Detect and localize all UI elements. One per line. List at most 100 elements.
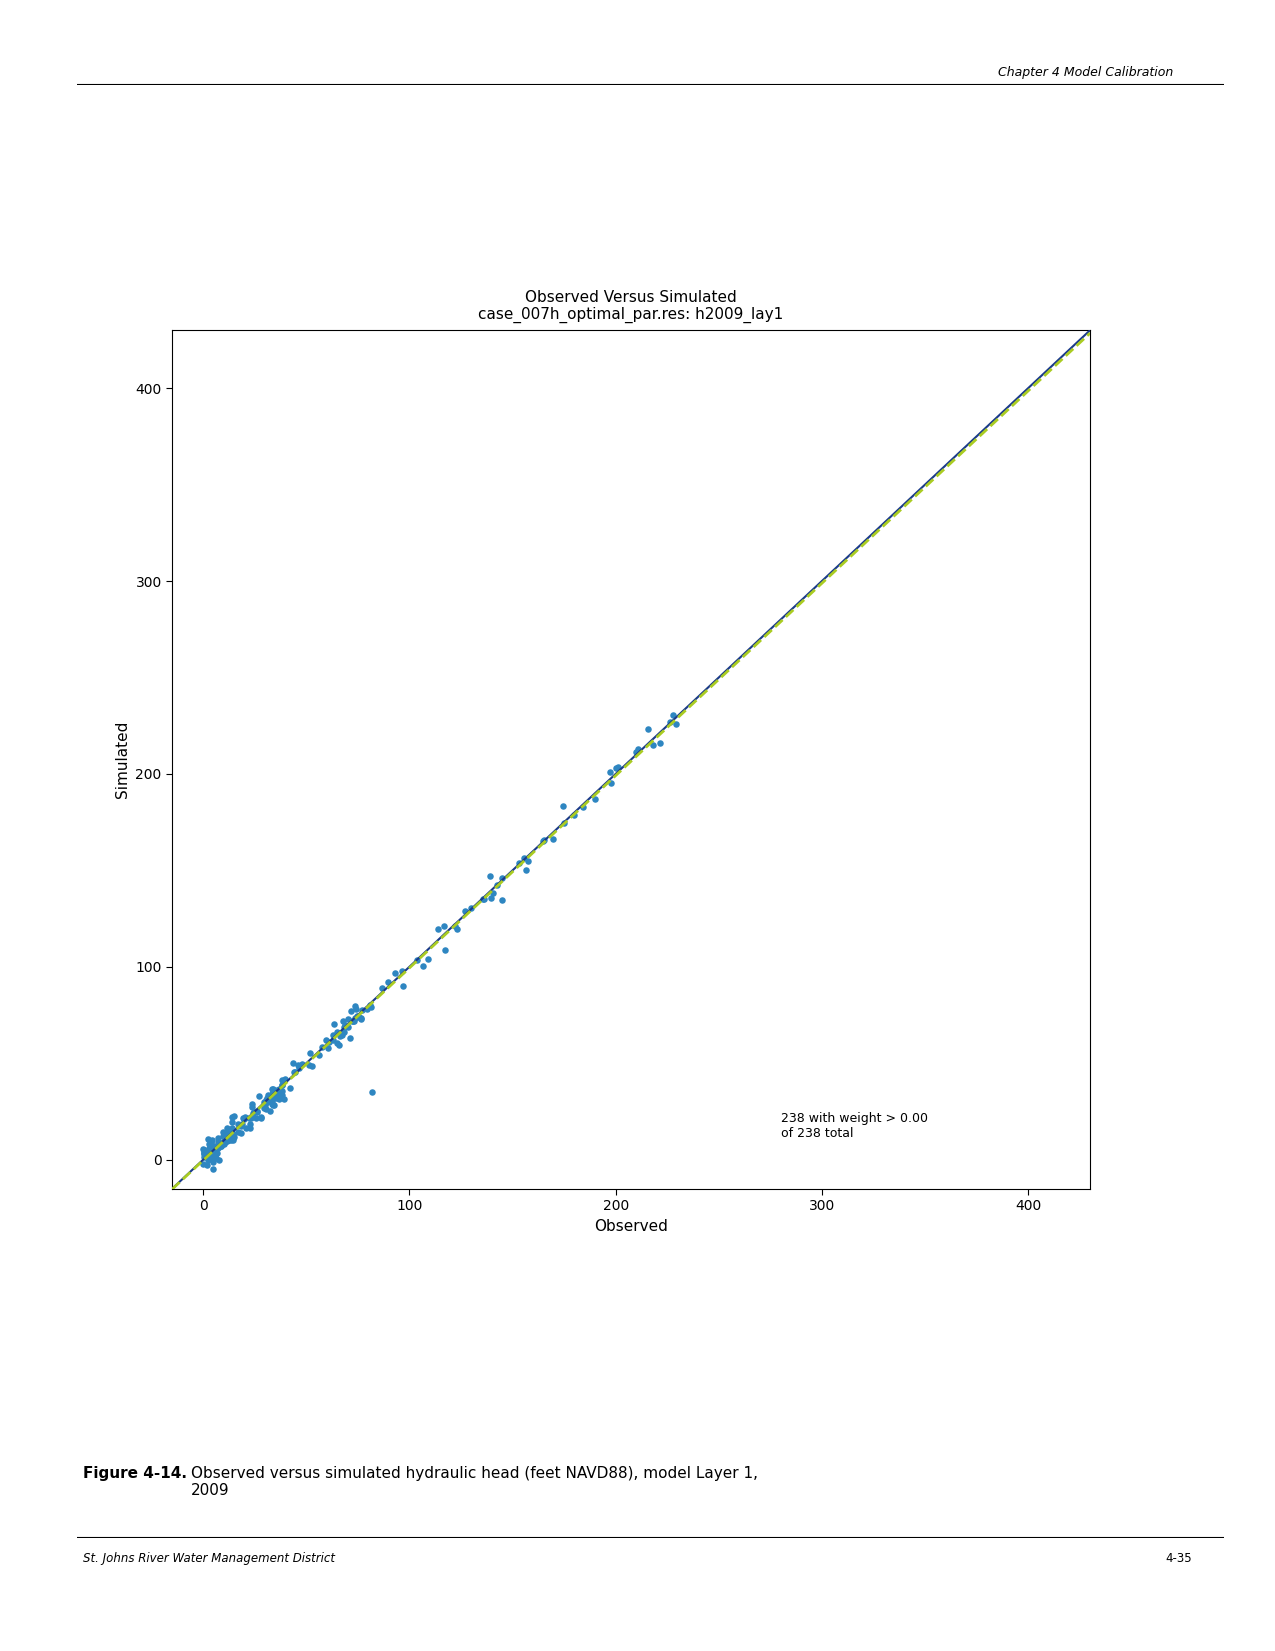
Point	[261, 1080, 282, 1106]
Point	[261, 1088, 282, 1114]
Point	[205, 1144, 226, 1171]
Point	[232, 1111, 252, 1138]
Point	[196, 1142, 217, 1169]
Point	[264, 1080, 284, 1106]
Point	[215, 1119, 236, 1146]
Point	[199, 1138, 219, 1164]
Point	[223, 1103, 244, 1129]
Point	[244, 1100, 264, 1126]
Point	[200, 1141, 221, 1167]
Point	[270, 1085, 291, 1111]
Point	[214, 1131, 235, 1157]
Point	[332, 1022, 352, 1048]
Point	[626, 738, 646, 764]
Point	[222, 1109, 242, 1136]
Point	[339, 1025, 360, 1052]
Point	[326, 1030, 347, 1057]
Point	[638, 715, 658, 741]
Point	[372, 976, 393, 1002]
Point	[316, 1027, 337, 1053]
Point	[251, 1105, 272, 1131]
Point	[361, 1080, 381, 1106]
Point	[279, 1075, 300, 1101]
Point	[572, 794, 593, 821]
Point	[228, 1111, 249, 1138]
Point	[242, 1103, 263, 1129]
Point	[263, 1076, 283, 1103]
Point	[255, 1086, 275, 1113]
Point	[385, 959, 405, 986]
Point	[233, 1106, 254, 1133]
Point	[258, 1085, 278, 1111]
Point	[348, 1002, 368, 1029]
Point	[607, 755, 627, 781]
Point	[222, 1121, 242, 1147]
Point	[207, 1136, 227, 1162]
Point	[333, 1009, 353, 1035]
Point	[240, 1114, 260, 1141]
Point	[198, 1126, 218, 1152]
Point	[195, 1136, 215, 1162]
Point	[195, 1138, 215, 1164]
Point	[317, 1035, 338, 1062]
Y-axis label: Simulated: Simulated	[115, 721, 130, 797]
Point	[343, 1007, 363, 1034]
Point	[251, 1105, 272, 1131]
Text: Observed versus simulated hydraulic head (feet NAVD88), model Layer 1,
2009: Observed versus simulated hydraulic head…	[191, 1466, 759, 1499]
Point	[194, 1144, 214, 1171]
Point	[516, 857, 537, 883]
Point	[357, 996, 377, 1022]
Point	[244, 1100, 264, 1126]
Point	[264, 1091, 284, 1118]
Point	[205, 1134, 226, 1161]
Point	[417, 946, 437, 972]
Point	[203, 1156, 223, 1182]
Point	[209, 1129, 230, 1156]
Point	[272, 1078, 292, 1105]
Point	[207, 1134, 227, 1161]
Point	[195, 1139, 215, 1166]
Point	[518, 849, 538, 875]
Point	[208, 1134, 228, 1161]
Point	[265, 1085, 286, 1111]
Point	[274, 1086, 295, 1113]
Point	[214, 1129, 235, 1156]
Point	[435, 936, 455, 963]
Point	[193, 1151, 213, 1177]
Point	[272, 1071, 292, 1098]
Point	[330, 1022, 351, 1048]
Point	[199, 1142, 219, 1169]
Point	[217, 1114, 237, 1141]
Point	[334, 1019, 354, 1045]
Point	[204, 1146, 224, 1172]
Point	[208, 1129, 228, 1156]
Point	[222, 1105, 242, 1131]
Point	[199, 1147, 219, 1174]
Point	[585, 786, 606, 812]
Point	[224, 1124, 245, 1151]
Point	[213, 1118, 233, 1144]
Point	[246, 1105, 266, 1131]
Point	[219, 1119, 240, 1146]
Point	[204, 1141, 224, 1167]
X-axis label: Observed: Observed	[594, 1218, 668, 1233]
Point	[235, 1105, 255, 1131]
Point	[204, 1136, 224, 1162]
Point	[198, 1141, 218, 1167]
Point	[663, 702, 683, 728]
Point	[275, 1067, 296, 1093]
Point	[473, 885, 493, 911]
Point	[196, 1142, 217, 1169]
Point	[258, 1090, 278, 1116]
Text: St. Johns River Water Management District: St. Johns River Water Management Distric…	[83, 1552, 335, 1565]
Point	[284, 1058, 305, 1085]
Point	[203, 1138, 223, 1164]
Point	[222, 1114, 242, 1141]
Point	[260, 1085, 280, 1111]
Point	[352, 997, 372, 1024]
Point	[247, 1098, 268, 1124]
Point	[481, 885, 501, 911]
Text: 238 with weight > 0.00
of 238 total: 238 with weight > 0.00 of 238 total	[780, 1113, 928, 1141]
Point	[344, 994, 365, 1020]
Point	[259, 1088, 279, 1114]
